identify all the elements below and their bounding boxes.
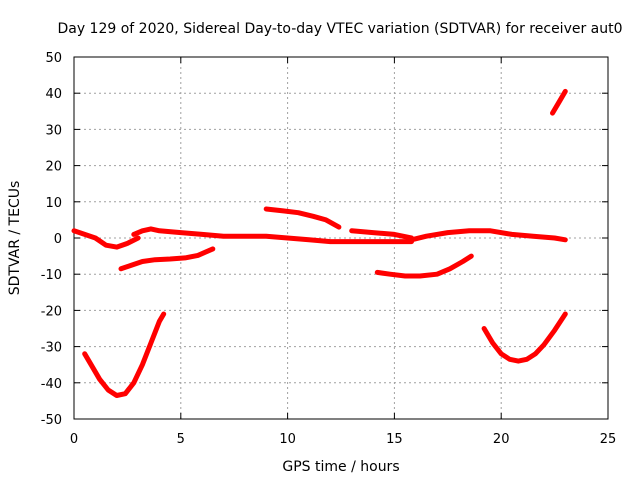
y-tick-label: -10 — [41, 268, 62, 283]
x-tick-label: 15 — [386, 432, 403, 447]
axis-ticks: 0 5 10 15 20 25 50 40 30 20 10 0 -10 -20 -30 -40 -50 — [41, 51, 617, 447]
series-arc-2 — [131, 226, 414, 245]
x-tick-label: 25 — [600, 432, 617, 447]
grid — [74, 57, 608, 419]
x-tick-label: 20 — [493, 432, 510, 447]
y-tick-label: -50 — [41, 413, 62, 428]
series-arc-1 — [71, 228, 141, 250]
x-tick-label: 0 — [70, 432, 78, 447]
series-arc-5 — [118, 246, 216, 272]
y-axis-label: SDTVAR / TECUs — [7, 181, 23, 296]
x-tick-label: 10 — [279, 432, 296, 447]
series-arc-10 — [550, 88, 568, 116]
series-arc-7 — [374, 253, 474, 279]
y-tick-label: 40 — [45, 87, 62, 102]
y-tick-label: 50 — [45, 51, 62, 66]
x-axis-label: GPS time / hours — [282, 459, 399, 475]
chart-title: Day 129 of 2020, Sidereal Day-to-day VTE… — [57, 21, 622, 37]
series-arc-8 — [82, 311, 167, 398]
series-arc-9 — [481, 311, 568, 364]
series-arc-6 — [263, 206, 342, 230]
y-tick-label: 10 — [45, 196, 62, 211]
y-tick-label: -20 — [41, 304, 62, 319]
y-tick-label: 30 — [45, 123, 62, 138]
y-tick-label: -30 — [41, 341, 62, 356]
series-arc-3 — [349, 228, 414, 241]
y-tick-label: 20 — [45, 160, 62, 175]
series-group — [71, 88, 568, 398]
series-arc-4 — [409, 228, 568, 243]
y-tick-label: 0 — [54, 232, 62, 247]
x-tick-label: 5 — [177, 432, 185, 447]
y-tick-label: -40 — [41, 377, 62, 392]
